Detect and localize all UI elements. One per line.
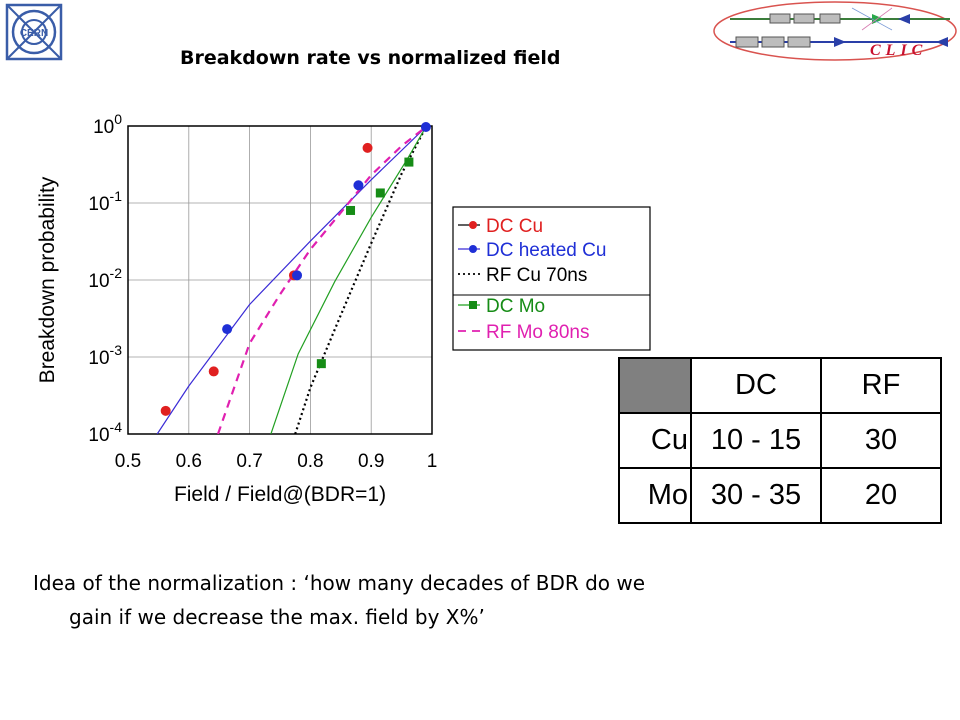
table-row-label: Mo [618, 467, 692, 524]
y-tick-label: 10-3 [88, 342, 122, 369]
table-cell-dc: 10 - 15 [690, 412, 822, 469]
series-lines [156, 126, 427, 434]
cern-logo-text: CERN [20, 28, 48, 39]
data-point [375, 188, 385, 198]
clic-logo: CLIC [713, 1, 957, 61]
legend-label: DC heated Cu [486, 240, 606, 261]
legend-marker [469, 245, 477, 253]
x-axis-label: Field / Field@(BDR=1) [174, 483, 386, 506]
series-line [294, 126, 427, 434]
clic-logo-text: CLIC [870, 42, 927, 59]
data-point [353, 180, 364, 191]
data-point [292, 270, 303, 281]
x-tick-label: 0.9 [358, 451, 384, 472]
data-point [316, 359, 326, 369]
x-tick-label: 1 [427, 451, 438, 472]
slide-title: Breakdown rate vs normalized field [180, 47, 561, 69]
table-cell-rf: 20 [820, 467, 942, 524]
legend-marker [469, 221, 477, 229]
series-points [160, 122, 431, 416]
data-point [160, 405, 171, 416]
data-point [208, 366, 219, 377]
table-header-row: DC RF [618, 357, 942, 414]
body-text: Idea of the normalization : ‘how many de… [33, 566, 913, 634]
y-tick-label: 100 [93, 111, 122, 138]
chart-legend: DC Cu DC heated Cu RF Cu 70ns DC Mo RF Mo 80… [452, 206, 651, 351]
table-cell-rf: 30 [820, 412, 942, 469]
y-tick-label: 10-1 [88, 188, 122, 215]
series-line [156, 126, 427, 434]
comparison-table: DC RF Cu 10 - 15 30 Mo 30 - 35 20 [618, 357, 942, 524]
legend-label: RF Cu 70ns [486, 265, 587, 286]
chart-grid [128, 126, 432, 434]
legend-label: DC Cu [486, 216, 543, 237]
x-tick-label: 0.6 [176, 451, 202, 472]
data-point [404, 157, 414, 167]
series-line [216, 126, 427, 434]
y-axis-label: Breakdown probability [36, 176, 59, 383]
x-tick-label: 0.8 [297, 451, 323, 472]
data-point [346, 205, 356, 215]
table-header-dc: DC [690, 357, 822, 414]
legend-marker [469, 301, 477, 309]
data-point [222, 324, 233, 335]
plot-frame [127, 125, 433, 435]
body-text-line-2: gain if we decrease the max. field by X%… [69, 605, 485, 629]
y-tick-labels: 100 10-1 10-2 10-3 10-4 [88, 111, 122, 446]
table-row-label: Cu [618, 412, 692, 469]
table-cell-dc: 30 - 35 [690, 467, 822, 524]
table-row: Mo 30 - 35 20 [618, 467, 942, 524]
data-point [362, 142, 373, 153]
series-line [270, 126, 427, 434]
y-tick-label: 10-2 [88, 265, 122, 292]
data-point [420, 122, 431, 133]
x-tick-label: 0.7 [236, 451, 262, 472]
body-text-line-1: Idea of the normalization : ‘how many de… [33, 571, 646, 595]
x-tick-labels: 0.5 0.6 0.7 0.8 0.9 1 [115, 451, 438, 472]
x-tick-label: 0.5 [115, 451, 141, 472]
table-header-rf: RF [820, 357, 942, 414]
legend-label: RF Mo 80ns [486, 322, 589, 343]
cern-logo: CERN [5, 3, 63, 61]
table-row: Cu 10 - 15 30 [618, 412, 942, 469]
table-corner-cell [618, 357, 692, 414]
legend-label: DC Mo [486, 296, 545, 317]
breakdown-probability-chart: 100 10-1 10-2 10-3 10-4 0.5 0.6 0.7 0.8 0.9 1 Fie… [36, 111, 438, 506]
y-tick-label: 10-4 [88, 419, 122, 446]
